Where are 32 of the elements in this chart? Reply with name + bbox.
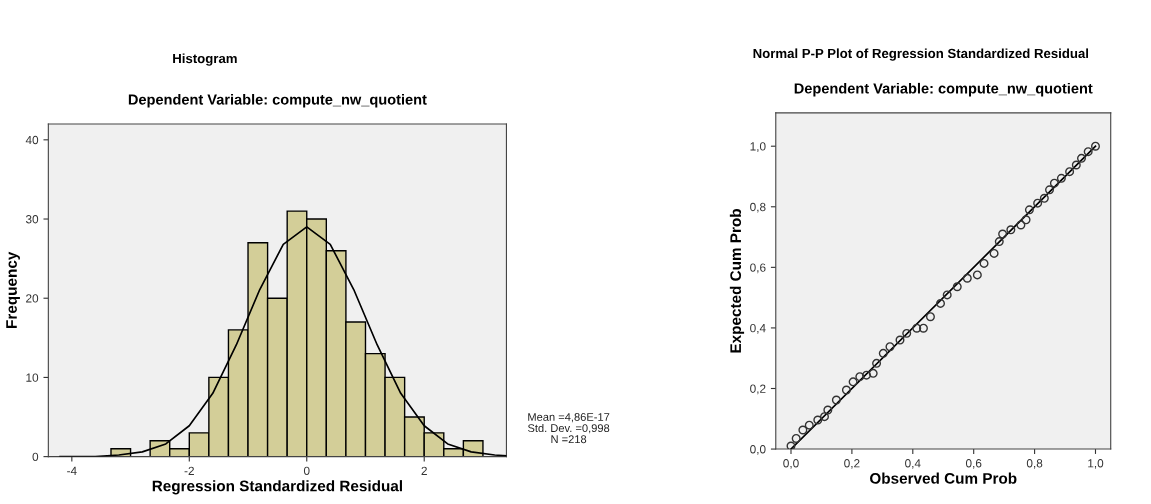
y-tick-label: 0,8 bbox=[750, 202, 766, 213]
chart-subtitle: Dependent Variable: compute_nw_quotient bbox=[128, 93, 427, 108]
x-tick-label: 0,2 bbox=[844, 459, 860, 469]
x-tick-label: 2 bbox=[421, 466, 427, 475]
x-tick-label: 0,0 bbox=[783, 459, 799, 469]
y-tick-label: 0,4 bbox=[750, 323, 766, 334]
y-axis-title: Expected Cum Prob bbox=[729, 209, 745, 353]
x-tick-label: -2 bbox=[184, 466, 194, 475]
x-tick-label: 0 bbox=[303, 466, 310, 476]
text: Std. Dev. =0,998 bbox=[527, 423, 610, 434]
y-tick-label: 20 bbox=[26, 294, 39, 303]
text: N =218 bbox=[551, 435, 587, 444]
y-tick-label: 1,0 bbox=[750, 142, 766, 152]
x-tick-label: 0,4 bbox=[905, 459, 921, 469]
x-axis-title: Regression Standardized Residual bbox=[152, 480, 402, 495]
x-tick-label: 1,0 bbox=[1088, 459, 1104, 469]
chart-subtitle: Dependent Variable: compute_nw_quotient bbox=[794, 82, 1093, 97]
chart-title: Normal P-P Plot of Regression Standardized Residual bbox=[753, 48, 1089, 61]
y-tick-label: 0,0 bbox=[750, 445, 766, 455]
chart-title: Histogram bbox=[173, 53, 237, 66]
y-tick-label: 0,2 bbox=[750, 384, 766, 395]
y-tick-label: 40 bbox=[25, 135, 39, 145]
y-tick-label: 10 bbox=[26, 373, 39, 382]
x-axis-title: Observed Cum Prob bbox=[870, 472, 1017, 484]
x-tick-label: 0,6 bbox=[965, 459, 982, 469]
y-axis-title: Frequency bbox=[6, 251, 20, 328]
y-tick-label: 30 bbox=[25, 215, 39, 224]
y-tick-label: 0,6 bbox=[750, 263, 766, 274]
x-tick-label: -4 bbox=[67, 466, 77, 475]
x-tick-label: 0,8 bbox=[1026, 459, 1043, 469]
text: Mean =4,86E-17 bbox=[528, 413, 610, 423]
y-tick-label: 0 bbox=[32, 452, 39, 462]
